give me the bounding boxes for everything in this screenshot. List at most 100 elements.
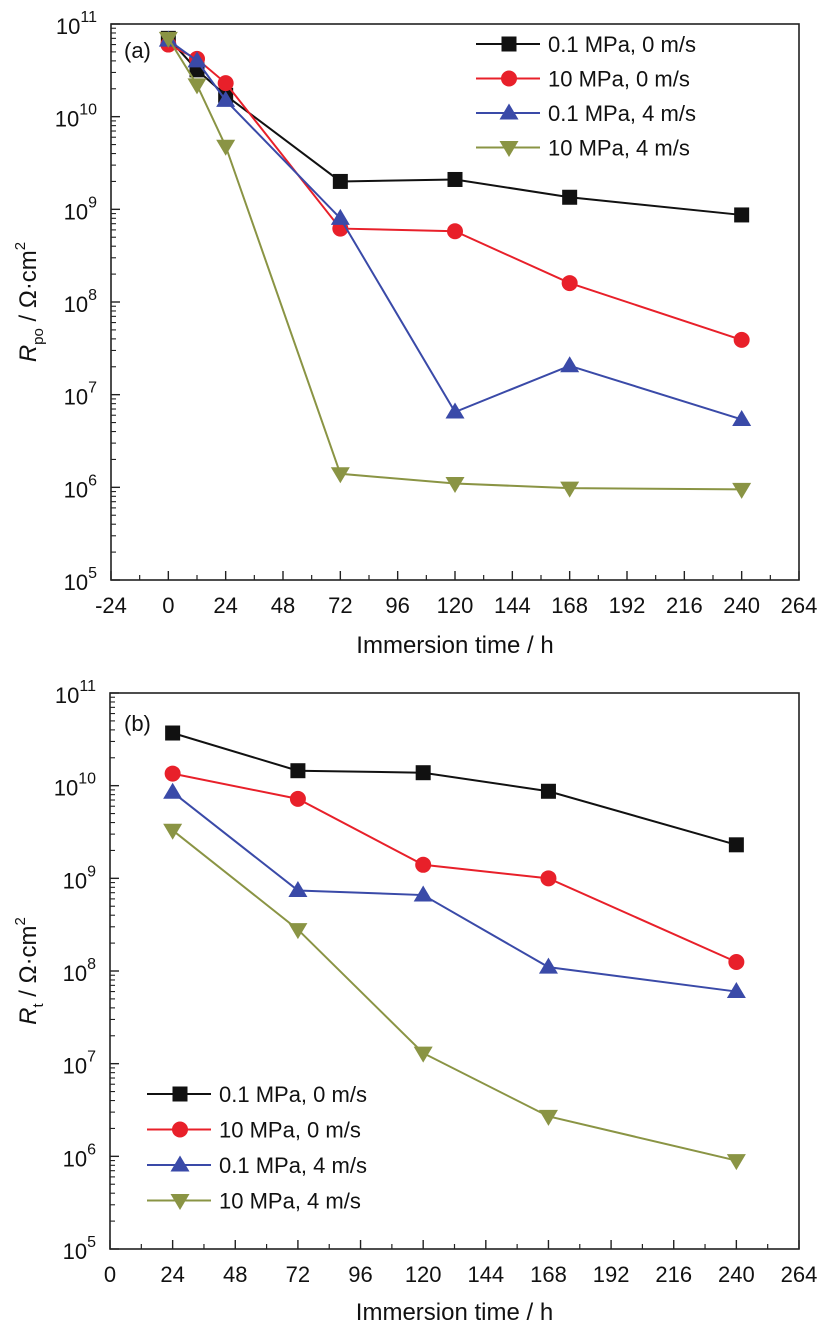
legend-marker — [172, 1086, 188, 1102]
x-tick-label: 144 — [494, 593, 531, 618]
data-point — [163, 823, 183, 840]
data-point — [445, 476, 465, 493]
y-tick-label: 105 — [63, 1234, 96, 1264]
y-tick-exponent: 8 — [87, 956, 96, 973]
x-tick-label: 264 — [781, 593, 818, 618]
y-tick-exponent: 6 — [87, 1141, 96, 1158]
data-point — [165, 725, 181, 741]
x-tick-label: 144 — [467, 1262, 504, 1287]
data-point — [163, 782, 183, 799]
data-point — [290, 763, 306, 779]
x-tick-label: 120 — [437, 593, 474, 618]
data-point — [561, 275, 578, 292]
data-point — [734, 207, 750, 223]
x-tick-label: -24 — [95, 593, 127, 618]
y-tick-exponent: 10 — [78, 771, 96, 788]
series-line — [172, 791, 737, 993]
legend-item: 0.1 MPa, 0 m/s — [476, 32, 696, 57]
x-tick-label: 120 — [405, 1262, 442, 1287]
data-point — [216, 139, 236, 156]
data-point — [728, 954, 745, 971]
x-tick-label: 168 — [530, 1262, 567, 1287]
y-tick-base: 10 — [64, 292, 88, 317]
y-tick-exponent: 5 — [88, 565, 97, 582]
legend-marker — [501, 70, 517, 87]
x-axis-title: Immersion time / h — [356, 632, 553, 659]
data-point — [445, 402, 465, 419]
series-square — [165, 725, 744, 853]
y-tick-base: 10 — [55, 683, 79, 708]
y-tick-label: 106 — [64, 472, 97, 502]
y-axis-title-symbol: R — [15, 1008, 42, 1025]
legend-item: 10 MPa, 4 m/s — [476, 136, 690, 161]
series-triangle-up — [163, 782, 746, 999]
y-tick-base: 10 — [63, 1146, 87, 1171]
legend: 0.1 MPa, 0 m/s 10 MPa, 0 m/s 0.1 MPa, 4 m/… — [476, 32, 696, 161]
y-tick-exponent: 7 — [87, 1049, 96, 1066]
series-triangle-down — [163, 823, 746, 1171]
panel-a-chart: -24 0 24 48 72 96 120 144 168 192 216 240 2641051061… — [12, 9, 817, 659]
legend-marker — [501, 36, 517, 52]
data-point — [540, 783, 556, 799]
data-point — [560, 356, 580, 373]
data-point — [562, 189, 578, 205]
data-point — [187, 51, 207, 68]
data-point — [288, 880, 308, 897]
y-tick-base: 10 — [63, 868, 87, 893]
y-tick-base: 10 — [64, 477, 88, 502]
x-tick-label: 192 — [593, 1262, 630, 1287]
x-axis-title: Immersion time / h — [356, 1299, 553, 1326]
legend-label: 10 MPa, 4 m/s — [219, 1189, 361, 1214]
y-tick-label: 107 — [63, 1049, 96, 1079]
y-axis-title-subscript: t — [30, 1003, 47, 1008]
x-tick-label: 48 — [271, 593, 295, 618]
series-line — [172, 829, 737, 1162]
series-triangle-down — [158, 31, 752, 499]
data-point — [732, 409, 752, 426]
y-axis-title-superscript: 2 — [12, 242, 29, 250]
data-point — [415, 856, 432, 873]
data-point — [216, 90, 236, 107]
data-point — [728, 837, 744, 853]
y-tick-base: 10 — [54, 776, 78, 801]
y-tick-label: 109 — [63, 863, 96, 893]
legend-marker — [170, 1194, 190, 1210]
y-tick-exponent: 10 — [79, 102, 97, 119]
data-point — [560, 481, 580, 498]
y-tick-label: 108 — [63, 956, 96, 986]
legend-marker — [170, 1155, 190, 1172]
legend-marker — [499, 103, 519, 120]
x-tick-label: 24 — [213, 593, 237, 618]
y-tick-exponent: 7 — [88, 380, 97, 397]
legend-label: 10 MPa, 4 m/s — [548, 136, 690, 161]
x-axis: 0 24 48 72 96 120 144 168 192 216 240 264 — [104, 1240, 817, 1287]
y-tick-base: 10 — [56, 14, 80, 39]
legend-item: 10 MPa, 0 m/s — [147, 1118, 361, 1143]
y-tick-label: 1011 — [55, 678, 96, 708]
x-tick-label: 72 — [328, 593, 352, 618]
data-point — [733, 331, 750, 348]
y-tick-label: 108 — [64, 287, 97, 317]
y-tick-exponent: 11 — [79, 678, 96, 695]
series-line — [167, 37, 742, 216]
legend-item: 0.1 MPa, 0 m/s — [147, 1082, 367, 1107]
y-tick-exponent: 8 — [88, 287, 97, 304]
data-point — [732, 482, 752, 499]
y-tick-label: 106 — [63, 1141, 96, 1171]
y-tick-base: 10 — [63, 1239, 87, 1264]
y-axis-title-symbol: R — [15, 345, 42, 362]
series-triangle-up — [158, 30, 752, 426]
y-tick-base: 10 — [63, 961, 87, 986]
x-tick-label: 240 — [723, 593, 760, 618]
data-point — [447, 171, 463, 187]
y-axis-title: Rpo / Ω·cm2 — [12, 242, 47, 362]
y-tick-exponent: 9 — [88, 194, 97, 211]
x-tick-label: 0 — [162, 593, 174, 618]
y-axis-title: Rt / Ω·cm2 — [12, 917, 47, 1025]
legend-marker — [172, 1121, 188, 1138]
legend-item: 10 MPa, 0 m/s — [476, 67, 690, 92]
data-point — [538, 957, 558, 974]
y-tick-base: 10 — [55, 107, 79, 132]
